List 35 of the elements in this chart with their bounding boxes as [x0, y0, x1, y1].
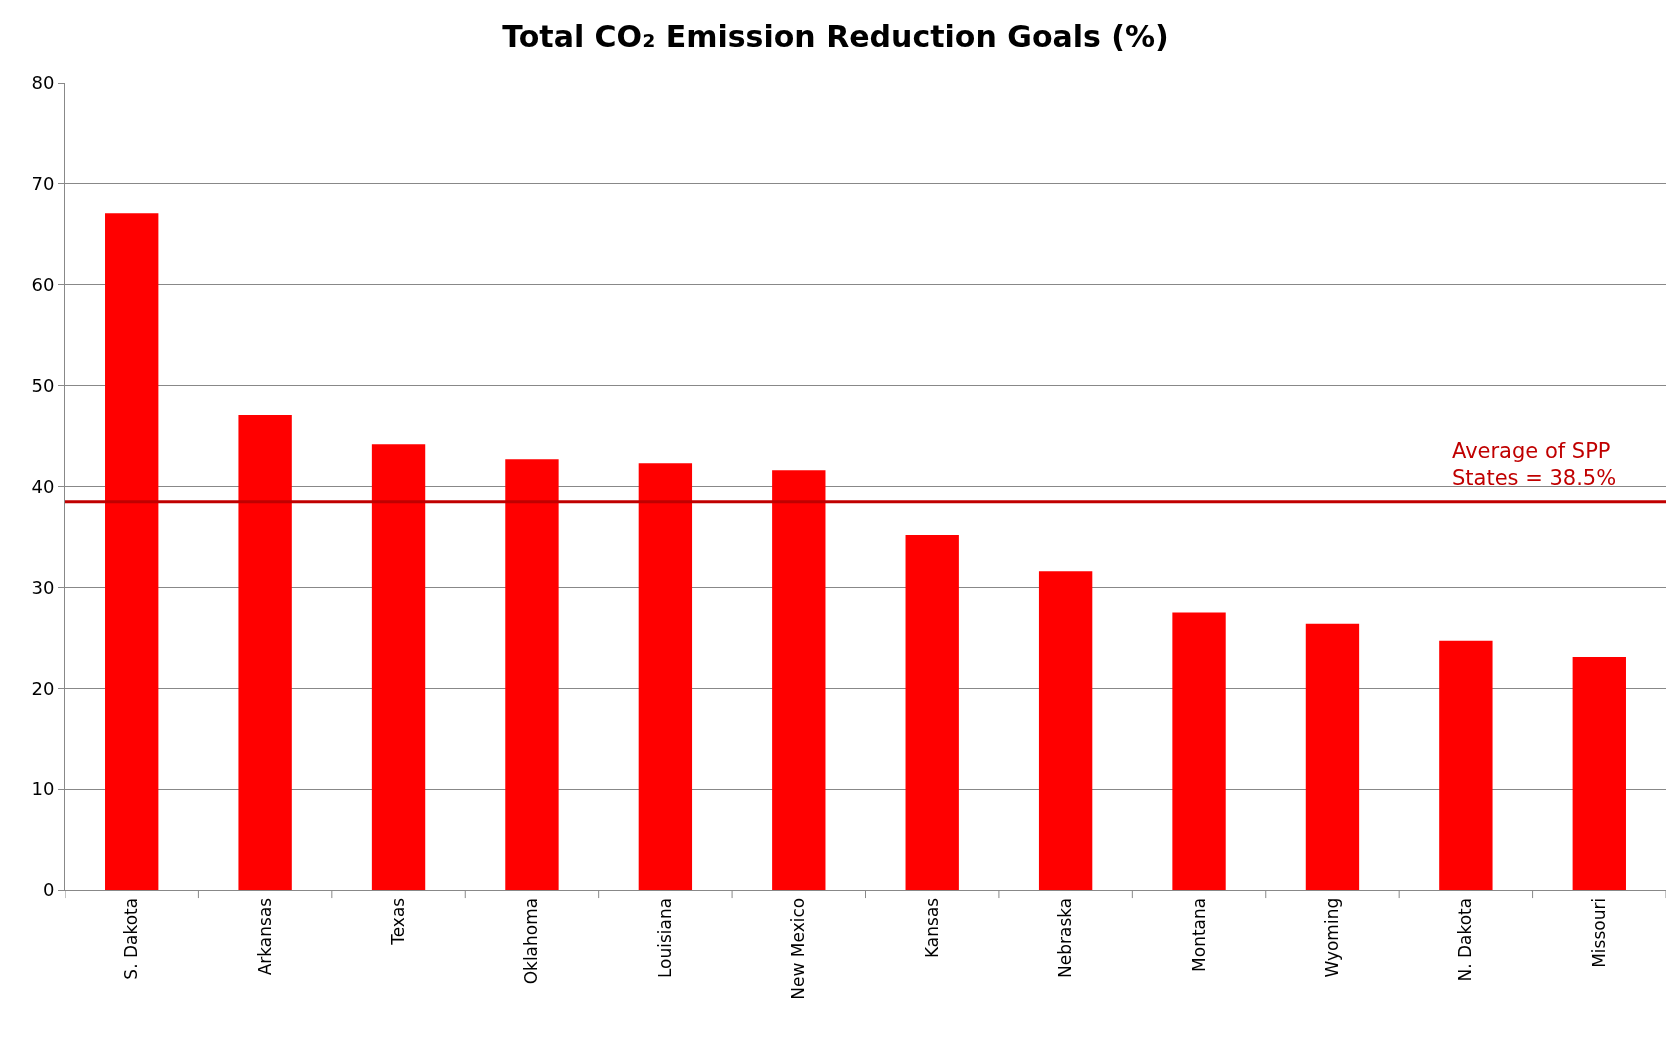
bar — [1439, 640, 1493, 890]
bar — [105, 213, 159, 890]
x-tick-label: Arkansas — [254, 897, 275, 976]
y-tick-label: 40 — [31, 475, 55, 497]
y-tick-label: 80 — [31, 72, 55, 94]
x-tick-label: Texas — [388, 897, 409, 946]
x-tick-label: Kansas — [921, 897, 942, 958]
y-tick-label: 0 — [42, 879, 55, 901]
bar — [505, 459, 559, 890]
bar — [1172, 612, 1226, 890]
bar — [1038, 571, 1093, 890]
bar — [371, 444, 426, 890]
x-tick-label: Louisiana — [654, 897, 675, 979]
x-tick-label: N. Dakota — [1455, 897, 1476, 982]
bar — [1305, 623, 1360, 890]
bar — [1572, 656, 1626, 890]
bar — [638, 463, 693, 890]
y-tick-label: 50 — [31, 374, 55, 396]
y-tick-label: 30 — [31, 576, 55, 598]
x-tick-label: Nebraska — [1055, 897, 1076, 978]
x-tick-label: S. Dakota — [121, 897, 142, 980]
x-tick-label: Montana — [1188, 897, 1209, 972]
bar — [238, 414, 292, 890]
chart-title: Total CO₂ Emission Reduction Goals (%) — [502, 19, 1169, 55]
x-tick-label: Oklahoma — [521, 897, 542, 985]
x-tick-label: Missouri — [1588, 897, 1609, 968]
x-tick-label: Wyoming — [1321, 897, 1342, 978]
bar — [772, 470, 826, 890]
bar — [905, 534, 959, 890]
y-tick-label: 60 — [31, 274, 55, 296]
y-tick-label: 10 — [31, 778, 55, 800]
ref-line-label: Average of SPP States = 38.5% — [1452, 439, 1617, 491]
x-tick-label: New Mexico — [788, 897, 809, 1000]
y-tick-label: 70 — [31, 173, 55, 195]
y-tick-label: 20 — [31, 677, 55, 699]
